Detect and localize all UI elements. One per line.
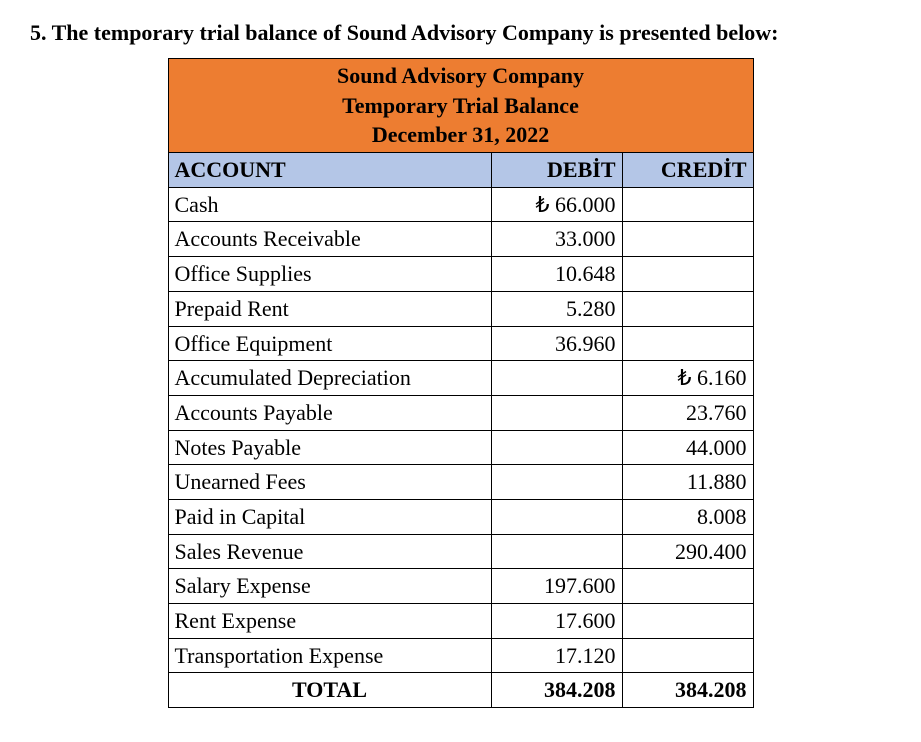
account-cell: Sales Revenue [168,534,491,569]
table-row: Accumulated Depreciation ₺ 6.160 [168,361,753,396]
debit-cell [491,430,622,465]
table-row: Transportation Expense17.120 [168,638,753,673]
credit-cell: ₺ 6.160 [622,361,753,396]
title-line-3: December 31, 2022 [372,122,549,147]
credit-cell [622,569,753,604]
debit-cell [491,395,622,430]
title-line-2: Temporary Trial Balance [342,93,579,118]
debit-cell: 197.600 [491,569,622,604]
debit-cell [491,465,622,500]
total-row: TOTAL 384.208 384.208 [168,673,753,708]
credit-cell [622,257,753,292]
account-cell: Office Equipment [168,326,491,361]
credit-cell: 8.008 [622,499,753,534]
credit-cell: 23.760 [622,395,753,430]
total-debit: 384.208 [491,673,622,708]
debit-cell [491,534,622,569]
debit-cell: 5.280 [491,291,622,326]
credit-cell [622,326,753,361]
credit-cell [622,187,753,222]
trial-balance-table: Sound Advisory Company Temporary Trial B… [168,58,754,708]
col-header-account: ACCOUNT [168,153,491,188]
credit-cell: 11.880 [622,465,753,500]
col-header-credit: CREDİT [622,153,753,188]
debit-cell: 17.120 [491,638,622,673]
question-text: 5. The temporary trial balance of Sound … [30,20,891,46]
account-cell: Accounts Receivable [168,222,491,257]
table-row: Rent Expense17.600 [168,604,753,639]
table-row: Office Equipment36.960 [168,326,753,361]
account-cell: Cash [168,187,491,222]
debit-cell: 17.600 [491,604,622,639]
total-credit: 384.208 [622,673,753,708]
table-row: Cash₺ 66.000 [168,187,753,222]
credit-cell [622,604,753,639]
credit-cell [622,638,753,673]
table-row: Sales Revenue 290.400 [168,534,753,569]
table-row: Accounts Receivable33.000 [168,222,753,257]
table-row: Prepaid Rent5.280 [168,291,753,326]
table-row: Office Supplies10.648 [168,257,753,292]
account-cell: Unearned Fees [168,465,491,500]
credit-cell [622,222,753,257]
total-label: TOTAL [168,673,491,708]
table-row: Notes Payable 44.000 [168,430,753,465]
debit-cell: ₺ 66.000 [491,187,622,222]
debit-cell [491,361,622,396]
table-row: Accounts Payable 23.760 [168,395,753,430]
account-cell: Notes Payable [168,430,491,465]
credit-cell [622,291,753,326]
credit-cell: 44.000 [622,430,753,465]
debit-cell [491,499,622,534]
account-cell: Rent Expense [168,604,491,639]
column-header-row: ACCOUNT DEBİT CREDİT [168,153,753,188]
table-row: Paid in Capital 8.008 [168,499,753,534]
account-cell: Salary Expense [168,569,491,604]
title-line-1: Sound Advisory Company [337,63,584,88]
account-cell: Transportation Expense [168,638,491,673]
debit-cell: 33.000 [491,222,622,257]
debit-cell: 10.648 [491,257,622,292]
table-row: Unearned Fees 11.880 [168,465,753,500]
account-cell: Accumulated Depreciation [168,361,491,396]
table-row: Salary Expense197.600 [168,569,753,604]
account-cell: Paid in Capital [168,499,491,534]
debit-cell: 36.960 [491,326,622,361]
account-cell: Accounts Payable [168,395,491,430]
table-container: Sound Advisory Company Temporary Trial B… [30,58,891,708]
account-cell: Prepaid Rent [168,291,491,326]
table-title-cell: Sound Advisory Company Temporary Trial B… [168,59,753,153]
col-header-debit: DEBİT [491,153,622,188]
account-cell: Office Supplies [168,257,491,292]
credit-cell: 290.400 [622,534,753,569]
